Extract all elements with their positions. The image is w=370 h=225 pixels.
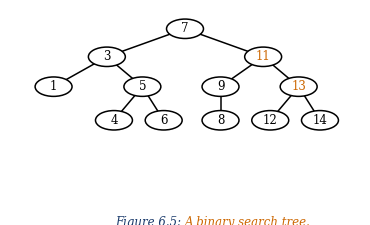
Text: A binary search tree.: A binary search tree. <box>185 216 311 225</box>
Text: 1: 1 <box>50 80 57 93</box>
Text: 6: 6 <box>160 114 168 127</box>
Circle shape <box>124 77 161 96</box>
Circle shape <box>280 77 317 96</box>
Circle shape <box>245 47 282 67</box>
Circle shape <box>166 19 204 38</box>
Circle shape <box>252 110 289 130</box>
Circle shape <box>95 110 132 130</box>
Text: 3: 3 <box>103 50 111 63</box>
Circle shape <box>302 110 339 130</box>
Circle shape <box>88 47 125 67</box>
Text: 14: 14 <box>313 114 327 127</box>
Circle shape <box>35 77 72 96</box>
Circle shape <box>202 77 239 96</box>
Text: 4: 4 <box>110 114 118 127</box>
Text: 9: 9 <box>217 80 224 93</box>
Text: 13: 13 <box>291 80 306 93</box>
Text: 12: 12 <box>263 114 278 127</box>
Text: Figure 6.5:: Figure 6.5: <box>115 216 185 225</box>
Text: 5: 5 <box>139 80 146 93</box>
Text: 7: 7 <box>181 22 189 35</box>
Text: 8: 8 <box>217 114 224 127</box>
Circle shape <box>145 110 182 130</box>
Circle shape <box>202 110 239 130</box>
Text: 11: 11 <box>256 50 270 63</box>
